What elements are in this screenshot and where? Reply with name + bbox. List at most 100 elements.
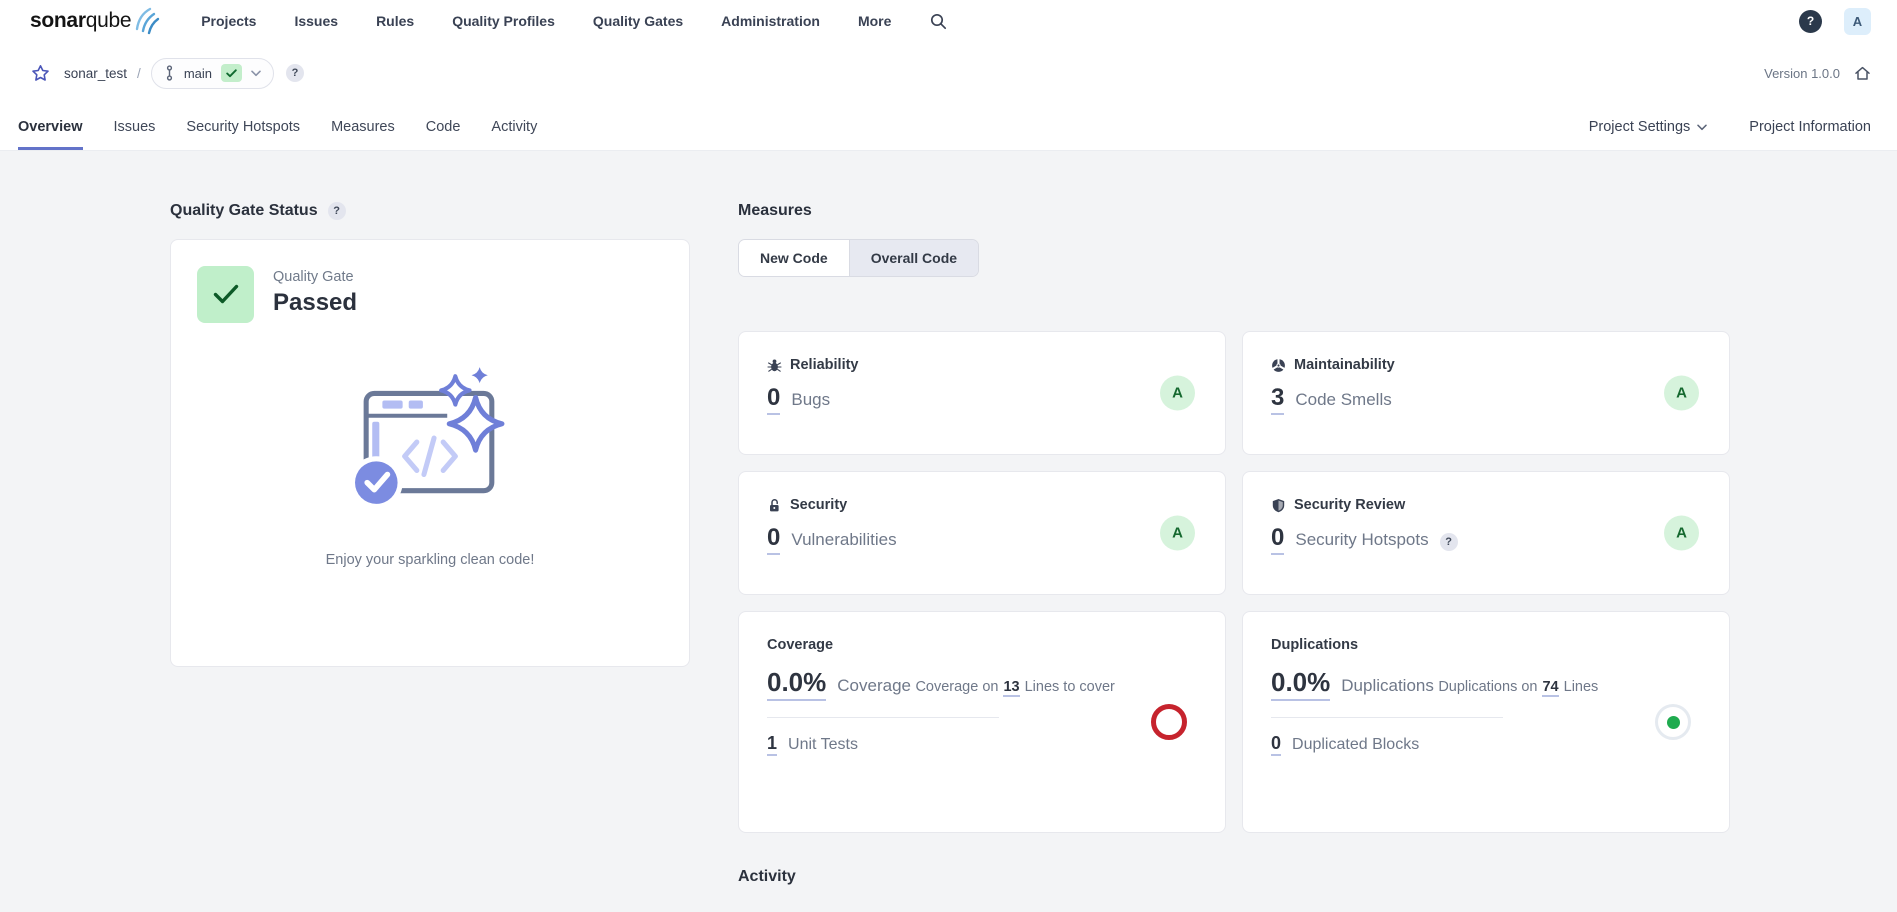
breadcrumb-right: Version 1.0.0 <box>1764 65 1871 82</box>
activity-section-title: Activity <box>738 867 1730 887</box>
logo-text-bold: sonar <box>30 9 86 32</box>
home-icon[interactable] <box>1854 65 1871 82</box>
duplications-percent[interactable]: 0.0% <box>1271 667 1331 701</box>
search-icon[interactable] <box>929 12 948 31</box>
quality-gate-column: Quality Gate Status ? Quality Gate Passe… <box>170 201 690 912</box>
maintainability-value-row: 3 Code Smells <box>1271 384 1392 415</box>
sonarqube-logo[interactable]: sonarqube <box>30 1 161 41</box>
avatar[interactable]: A <box>1844 7 1871 35</box>
quality-gate-status: Passed <box>273 289 358 316</box>
activity-title-text: Activity <box>738 868 796 885</box>
quality-gate-title-text: Quality Gate Status <box>170 202 318 219</box>
coverage-detail-suffix: Lines to cover <box>1024 679 1115 695</box>
measures-column: Measures New Code Overall Code Reliabili… <box>738 201 1730 912</box>
new-code-toggle-button[interactable]: New Code <box>739 240 849 276</box>
code-smells-label: Code Smells <box>1295 390 1392 409</box>
quality-gate-passed-icon <box>197 266 254 323</box>
coverage-gauge-icon <box>1151 704 1187 740</box>
duplications-percent-label: Duplications <box>1341 676 1434 695</box>
quality-gate-header: Quality Gate Passed <box>197 266 663 323</box>
quality-gate-card: Quality Gate Passed Enjoy yo <box>170 239 690 667</box>
tab-security-hotspots[interactable]: Security Hotspots <box>186 118 301 135</box>
security-review-value-row: 0 Security Hotspots ? <box>1271 524 1458 555</box>
duplications-title-text: Duplications <box>1271 637 1359 653</box>
security-hotspots-label: Security Hotspots <box>1295 530 1429 549</box>
code-smell-icon <box>1272 358 1285 372</box>
nav-item-quality-gates[interactable]: Quality Gates <box>592 13 684 29</box>
logo-text: sonarqube <box>30 1 132 41</box>
duplications-detail: Duplications on 74 Lines <box>1438 679 1598 697</box>
maintainability-rating-badge[interactable]: A <box>1664 375 1699 411</box>
security-review-title-text: Security Review <box>1294 497 1406 513</box>
unit-tests-count[interactable]: 1 <box>767 733 778 756</box>
reliability-rating-badge[interactable]: A <box>1160 375 1195 411</box>
overview-content: Quality Gate Status ? Quality Gate Passe… <box>0 151 1897 912</box>
clean-code-illustration <box>354 367 505 509</box>
coverage-divider <box>767 717 999 718</box>
branch-passed-check-icon <box>221 64 242 82</box>
project-settings-menu[interactable]: Project Settings <box>1589 119 1708 135</box>
tab-activity[interactable]: Activity <box>491 118 538 135</box>
duplications-footer-row: 0 Duplicated Blocks <box>1271 733 1419 756</box>
duplications-value-row: 0.0% Duplications <box>1271 667 1434 701</box>
maintainability-card: Maintainability 3 Code Smells A <box>1242 331 1730 455</box>
duplicated-blocks-label: Duplicated Blocks <box>1292 736 1420 753</box>
security-review-rating-badge[interactable]: A <box>1664 515 1699 551</box>
tab-overview[interactable]: Overview <box>18 104 83 150</box>
security-hotspots-help-icon[interactable]: ? <box>1439 533 1458 551</box>
security-card: Security 0 Vulnerabilities A <box>738 471 1226 595</box>
quality-gate-section-title: Quality Gate Status ? <box>170 201 690 221</box>
coverage-percent-label: Coverage <box>837 676 911 695</box>
security-rating-badge[interactable]: A <box>1160 515 1195 551</box>
favorite-star-icon[interactable] <box>31 64 50 83</box>
maintainability-title-text: Maintainability <box>1294 357 1395 373</box>
vulnerabilities-count[interactable]: 0 <box>767 524 781 555</box>
project-information-button[interactable]: Project Information <box>1749 119 1871 135</box>
chevron-down-icon <box>1697 124 1708 130</box>
bugs-count[interactable]: 0 <box>767 384 781 415</box>
nav-item-rules[interactable]: Rules <box>376 13 415 29</box>
project-information-label: Project Information <box>1749 119 1871 135</box>
bug-icon <box>767 359 782 372</box>
security-hotspots-count[interactable]: 0 <box>1271 524 1285 555</box>
overall-code-toggle-button[interactable]: Overall Code <box>848 240 979 276</box>
breadcrumb-project-name[interactable]: sonar_test <box>64 65 128 81</box>
chevron-down-icon <box>251 70 261 76</box>
security-title-text: Security <box>790 497 848 513</box>
tab-code[interactable]: Code <box>425 118 461 135</box>
breadcrumb-separator: / <box>137 65 141 81</box>
branch-help-icon[interactable]: ? <box>286 64 304 82</box>
version-label: Version 1.0.0 <box>1764 65 1840 81</box>
branch-selector[interactable]: main <box>150 57 274 89</box>
duplicated-blocks-count[interactable]: 0 <box>1271 733 1282 756</box>
duplications-card-title: Duplications <box>1271 637 1701 653</box>
logo-waves-icon <box>136 7 160 35</box>
lock-icon <box>770 498 779 511</box>
coverage-percent[interactable]: 0.0% <box>767 667 827 701</box>
tab-measures[interactable]: Measures <box>331 118 395 135</box>
help-icon[interactable]: ? <box>1799 9 1822 33</box>
bugs-label: Bugs <box>791 390 831 409</box>
security-review-card: Security Review 0 Security Hotspots ? A <box>1242 471 1730 595</box>
lines-to-cover-count[interactable]: 13 <box>1003 679 1020 697</box>
duplicated-lines-count[interactable]: 74 <box>1542 679 1559 697</box>
measures-grid: Reliability 0 Bugs A <box>738 331 1730 833</box>
nav-item-administration[interactable]: Administration <box>721 13 820 29</box>
code-smells-count[interactable]: 3 <box>1271 384 1285 415</box>
security-review-card-title: Security Review <box>1271 497 1701 513</box>
coverage-title-text: Coverage <box>767 637 834 653</box>
tabs-right-actions: Project Settings Project Information <box>1589 104 1871 150</box>
tab-issues[interactable]: Issues <box>113 118 156 135</box>
coverage-value-row: 0.0% Coverage <box>767 667 911 701</box>
measures-title-text: Measures <box>738 202 812 219</box>
nav-item-more[interactable]: More <box>857 13 892 29</box>
nav-item-issues[interactable]: Issues <box>294 13 339 29</box>
reliability-card-title: Reliability <box>767 357 1197 373</box>
nav-item-quality-profiles[interactable]: Quality Profiles <box>452 13 555 29</box>
quality-gate-status-block: Quality Gate Passed <box>273 266 357 323</box>
top-navigation: sonarqube Projects Issues Rules Quality … <box>0 0 1897 42</box>
nav-item-projects[interactable]: Projects <box>201 13 257 29</box>
quality-gate-help-icon[interactable]: ? <box>327 202 346 220</box>
project-settings-label: Project Settings <box>1588 119 1691 135</box>
main-nav: Projects Issues Rules Quality Profiles Q… <box>201 13 891 29</box>
